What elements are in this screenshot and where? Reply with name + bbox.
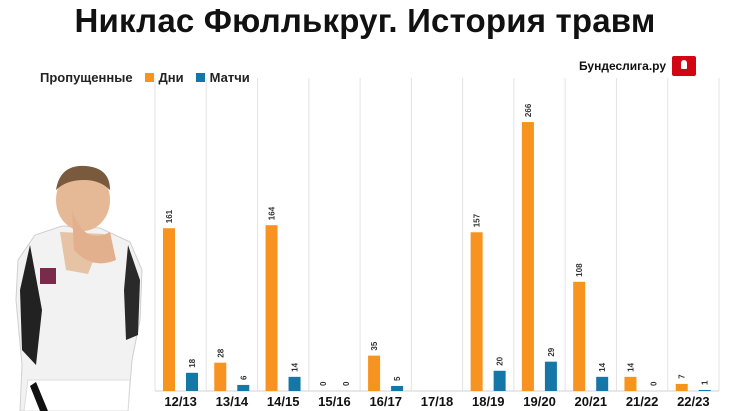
data-label-days: 35 [370,341,379,350]
legend-swatch-matches [195,73,205,82]
data-label-matches: 20 [496,356,505,365]
brand: Бундеслига.ру [579,56,696,76]
data-label-days: 28 [216,348,225,357]
data-label-days: 157 [473,213,482,227]
data-label-matches: 0 [342,381,351,386]
data-label-matches: 18 [188,358,197,367]
chart-title: Никлас Фюллькруг. История травм [74,2,656,39]
data-label-days: 266 [524,103,533,117]
x-tick-label: 20/21 [575,394,608,409]
bar-matches [698,389,711,391]
bar-matches [186,372,198,391]
data-label-matches: 29 [547,347,556,356]
bar-matches [288,376,301,391]
legend-item-matches: Матчи [209,70,250,85]
bar-days [675,383,688,391]
data-label-matches: 14 [291,362,300,371]
bar-matches [493,370,506,391]
bar-days [624,376,637,391]
x-tick-label: 21/22 [626,394,659,409]
x-tick-label: 13/14 [216,394,249,409]
legend-label: Пропущенные [40,70,133,85]
bar-days [368,355,381,391]
data-label-matches: 6 [239,375,248,380]
data-label-days: 108 [575,263,584,277]
x-tick-label: 16/17 [369,394,402,409]
bar-days [573,281,586,391]
bar-matches [391,385,404,391]
bar-matches [237,384,250,391]
bar-matches [596,376,609,391]
data-label-days: 161 [165,209,174,223]
bar-days [470,232,483,391]
bar-days [214,362,227,391]
x-tick-label: 18/19 [472,394,505,409]
bar-matches [544,361,557,391]
bar-days [163,228,175,391]
x-tick-label: 14/15 [267,394,300,409]
bar-days [521,122,534,392]
data-label-days: 7 [678,374,687,379]
player-photo [15,165,143,411]
data-label-matches: 14 [598,362,607,371]
x-tick-label: 22/23 [677,394,710,409]
brand-text: Бундеслига.ру [578,59,666,73]
x-tick-label: 19/20 [523,394,556,409]
x-tick-label: 15/16 [318,394,351,409]
legend-item-days: Дни [158,70,184,85]
data-label-matches: 5 [393,376,402,381]
data-label-days: 0 [319,381,328,386]
legend: Пропущенные Дни Матчи [40,70,250,85]
x-tick-label: 12/13 [164,394,197,409]
data-label-matches: 1 [701,380,710,385]
data-label-days: 14 [626,362,635,371]
bundesliga-logo-icon [672,56,696,76]
x-tick-label: 17/18 [421,394,454,409]
legend-swatch-days [144,73,154,82]
data-label-days: 164 [268,206,277,220]
bar-days [265,225,278,391]
data-label-matches: 0 [649,381,658,386]
